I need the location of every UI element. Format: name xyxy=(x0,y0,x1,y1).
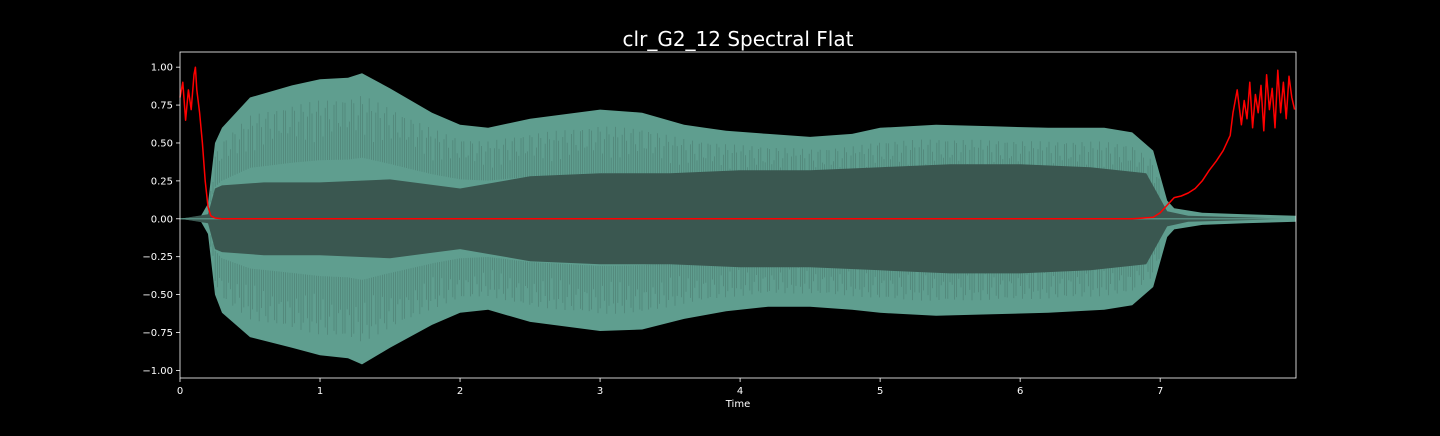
x-tick-label: 0 xyxy=(177,386,183,397)
x-axis: 0 1 2 3 4 5 6 7 xyxy=(177,378,1163,397)
y-tick-label: −1.00 xyxy=(142,366,173,377)
x-axis-label: Time xyxy=(725,399,750,410)
spectral-flatness-line-group xyxy=(179,66,1296,220)
y-tick-label: 0.25 xyxy=(151,176,173,187)
x-tick-label: 6 xyxy=(1017,386,1023,397)
x-tick-label: 4 xyxy=(737,386,743,397)
y-tick-label: 0.00 xyxy=(151,214,173,225)
x-tick-label: 7 xyxy=(1157,386,1163,397)
y-tick-label: 0.75 xyxy=(151,101,173,112)
y-axis: 1.00 0.75 0.50 0.25 0.00 −0.25 −0.50 −0.75 −1.00 xyxy=(142,63,180,377)
x-tick-label: 2 xyxy=(457,386,463,397)
x-tick-label: 1 xyxy=(317,386,323,397)
y-tick-label: −0.75 xyxy=(142,328,173,339)
y-tick-label: 0.50 xyxy=(151,138,173,149)
x-tick-label: 3 xyxy=(597,386,603,397)
y-tick-label: 1.00 xyxy=(151,63,173,74)
x-tick-label: 5 xyxy=(877,386,883,397)
spectral-flatness-line xyxy=(179,66,1296,220)
y-tick-label: −0.25 xyxy=(142,252,173,263)
y-tick-label: −0.50 xyxy=(142,290,173,301)
plot-frame xyxy=(179,51,1297,379)
plot-area xyxy=(179,51,1297,379)
chart-title: clr_G2_12 Spectral Flat xyxy=(623,27,854,51)
